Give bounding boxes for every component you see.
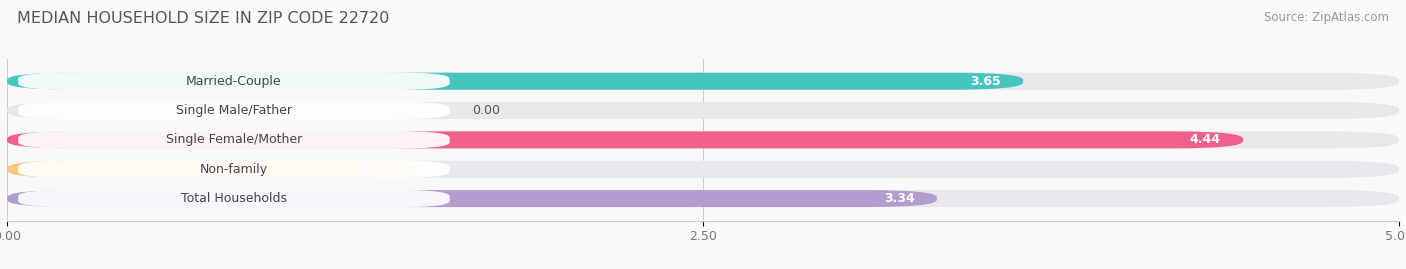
- Text: Single Male/Father: Single Male/Father: [176, 104, 292, 117]
- FancyBboxPatch shape: [7, 131, 1243, 148]
- Text: Non-family: Non-family: [200, 163, 269, 176]
- Text: 1.46: 1.46: [360, 163, 391, 176]
- FancyBboxPatch shape: [18, 190, 450, 207]
- FancyBboxPatch shape: [18, 131, 450, 149]
- FancyBboxPatch shape: [18, 72, 450, 90]
- FancyBboxPatch shape: [7, 131, 1399, 148]
- Text: Married-Couple: Married-Couple: [186, 75, 281, 88]
- FancyBboxPatch shape: [7, 73, 1024, 90]
- FancyBboxPatch shape: [7, 102, 1399, 119]
- FancyBboxPatch shape: [18, 160, 450, 178]
- FancyBboxPatch shape: [7, 190, 936, 207]
- Text: Single Female/Mother: Single Female/Mother: [166, 133, 302, 146]
- FancyBboxPatch shape: [7, 190, 1399, 207]
- Text: 3.34: 3.34: [884, 192, 914, 205]
- Text: 4.44: 4.44: [1189, 133, 1220, 146]
- Text: Total Households: Total Households: [181, 192, 287, 205]
- FancyBboxPatch shape: [7, 161, 413, 178]
- Text: 3.65: 3.65: [970, 75, 1001, 88]
- FancyBboxPatch shape: [7, 73, 1399, 90]
- Text: MEDIAN HOUSEHOLD SIZE IN ZIP CODE 22720: MEDIAN HOUSEHOLD SIZE IN ZIP CODE 22720: [17, 11, 389, 26]
- Text: Source: ZipAtlas.com: Source: ZipAtlas.com: [1264, 11, 1389, 24]
- Text: 0.00: 0.00: [472, 104, 501, 117]
- FancyBboxPatch shape: [18, 102, 450, 119]
- FancyBboxPatch shape: [7, 161, 1399, 178]
